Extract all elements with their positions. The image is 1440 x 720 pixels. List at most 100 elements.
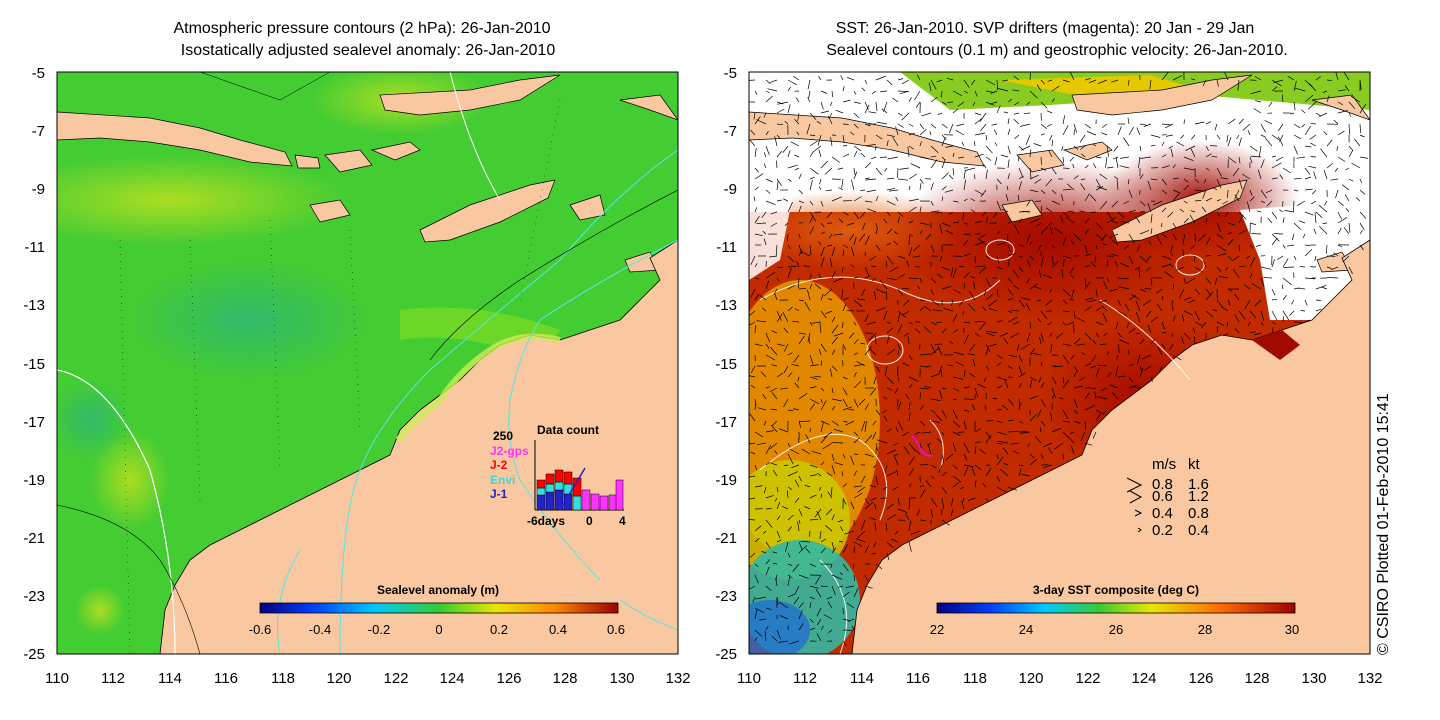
velocity-arrow [1029,379,1033,389]
velocity-arrow [936,321,943,323]
velocity-arrow [1027,442,1031,448]
velocity-arrow [1047,321,1053,326]
velocity-arrow [864,104,870,114]
velocity-arrow [1040,256,1044,268]
lat-tick: -11 [24,239,45,256]
velocity-arrow [754,277,760,280]
velocity-arrow [962,310,965,316]
velocity-arrow [1238,118,1244,125]
velocity-arrow [765,90,770,94]
velocity-arrow [776,134,780,139]
velocity-arrow [1335,189,1339,199]
velocity-arrow [969,372,976,378]
velocity-arrow [1132,385,1141,389]
velocity-arrow [1155,288,1163,294]
velocity-arrow [1062,236,1067,246]
velocity-arrow [842,153,850,158]
velocity-arrow [806,123,811,135]
velocity-arrow [1315,308,1322,312]
velocity-arrow [809,167,819,175]
velocity-arrow [814,283,822,290]
velocity-arrow [1287,75,1295,81]
velocity-arrow [787,164,798,169]
svp-drifter-track [911,435,933,457]
lon-tick: 122 [383,670,408,687]
velocity-arrow [985,216,989,224]
velocity-arrow [897,401,902,411]
velocity-arrow [1249,244,1254,249]
timor-island [419,179,556,243]
velocity-arrow [884,365,888,377]
velocity-arrow [765,461,771,466]
velocity-arrow [1007,430,1019,433]
velocity-arrow [875,134,883,140]
velocity-arrow [833,332,844,337]
velocity-arrow [1236,134,1240,140]
velocity-arrow [902,362,910,367]
velocity-arrow [871,90,877,94]
velocity-arrow [853,150,858,158]
velocity-arrow [809,176,815,180]
java-island [57,111,293,167]
velocity-arrow [1337,200,1344,207]
velocity-arrow [794,167,800,171]
velocity-arrow [919,141,922,147]
velocity-arrow [996,242,1006,246]
velocity-arrow [930,277,937,284]
velocity-arrow [941,519,950,526]
velocity-arrow [754,186,759,191]
velocity-arrow [1260,200,1266,204]
velocity-arrow [750,288,756,298]
velocity-arrow [832,442,844,444]
velocity-arrow [874,522,877,532]
lat-tick: -13 [715,297,737,314]
velocity-arrow [1128,363,1134,367]
velocity-arrow [861,87,866,92]
velocity-arrow [912,255,921,258]
velocity-arrow [919,128,927,136]
velocity-arrow [1324,200,1328,206]
velocity-arrow [1004,379,1009,389]
velocity-arrow [997,440,1009,444]
velocity-arrow [787,150,791,158]
right-cb-tick: 22 [930,622,944,637]
velocity-arrow [908,541,912,552]
velocity-legend-kt: 1.6 [1188,476,1209,493]
velocity-arrow [910,163,921,169]
velocity-arrow [1326,266,1332,269]
velocity-arrow [996,431,1007,436]
velocity-arrow [1293,101,1296,111]
velocity-arrow [1161,178,1167,186]
velocity-arrow [901,79,910,85]
velocity-arrow [1127,117,1130,125]
velocity-arrow [1078,376,1086,382]
velocity-arrow [1315,211,1323,218]
velocity-arrow [1007,419,1014,422]
velocity-arrow [939,224,943,235]
velocity-arrow [772,562,778,565]
velocity-arrow [970,198,976,202]
velocity-arrow [1313,171,1317,180]
velocity-arrow [1355,196,1361,202]
velocity-arrow [985,365,990,371]
velocity-arrow [1183,297,1192,301]
velocity-arrow [953,351,965,356]
velocity-arrow [1128,328,1136,334]
velocity-arrow [842,406,853,411]
velocity-arrow [1036,84,1042,92]
velocity-arrow [853,431,859,437]
velocity-arrow [1296,200,1306,206]
velocity-arrow [1062,259,1065,268]
velocity-arrow [820,246,825,257]
velocity-arrow [1183,233,1186,239]
velocity-arrow [832,277,844,283]
velocity-arrow [1062,354,1069,364]
velocity-arrow [1161,295,1164,301]
velocity-arrow [1323,169,1328,180]
velocity-arrow [1200,321,1207,329]
velocity-arrow [996,200,1002,211]
velocity-arrow [1161,207,1167,213]
velocity-arrow [926,442,932,446]
velocity-arrow [974,332,981,338]
velocity-arrow [1007,145,1011,155]
